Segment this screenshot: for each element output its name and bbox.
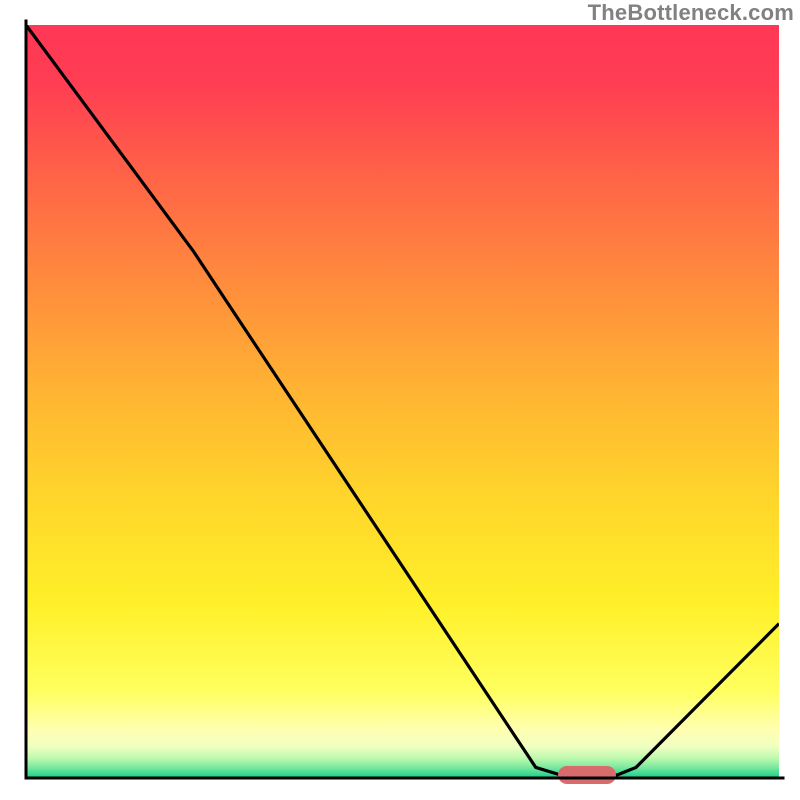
optimum-marker [558, 766, 617, 783]
plot-area [26, 25, 779, 778]
curve-svg [26, 25, 779, 778]
bottleneck-curve [26, 25, 779, 775]
attribution-text: TheBottleneck.com [588, 0, 794, 26]
